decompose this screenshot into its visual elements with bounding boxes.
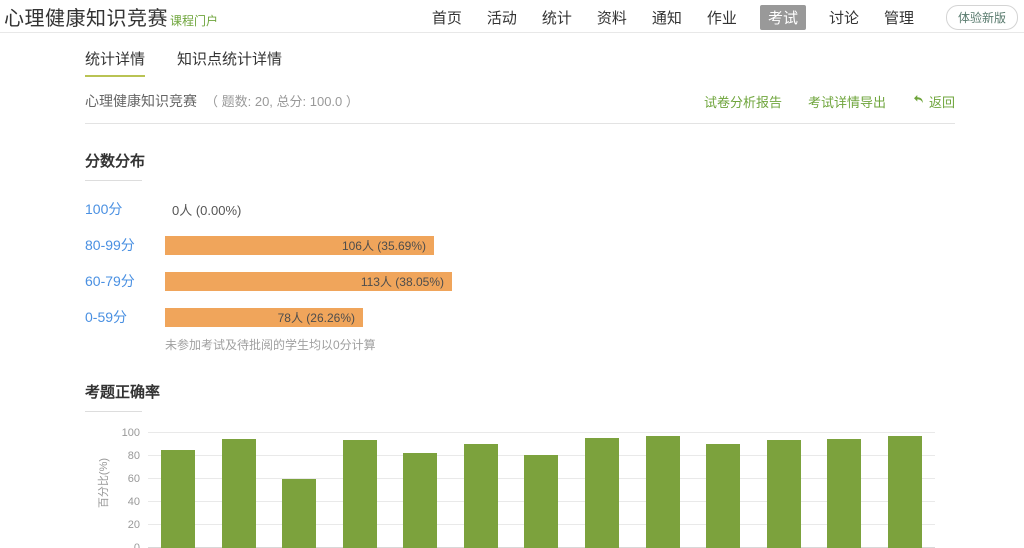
bar-slot: [269, 433, 330, 548]
nav-item-activity[interactable]: 活动: [486, 10, 517, 27]
exam-summary-row: 心理健康知识竞赛 （ 题数: 20, 总分: 100.0 ） 试卷分析报告 考试…: [85, 91, 955, 124]
chart-bar: [161, 450, 196, 548]
bar-slot: [874, 433, 935, 548]
try-new-version-button[interactable]: 体验新版: [945, 5, 1018, 30]
chart-bar: [645, 436, 680, 548]
score-bar: 113人 (38.05%): [165, 271, 452, 291]
nav-item-statistics[interactable]: 统计: [541, 10, 572, 27]
bars-row: [148, 433, 935, 548]
score-row: 80-99分 106人 (35.69%): [85, 227, 1024, 263]
top-header: 心理健康知识竞赛 课程门户 首页 活动 统计 资料 通知 作业 考试 讨论 管理 体验新版: [0, 0, 1024, 33]
chart-bar: [706, 444, 741, 548]
bar-slot: [209, 433, 270, 548]
main-nav: 首页 活动 统计 资料 通知 作业 考试 讨论 管理: [430, 5, 916, 30]
y-tick-label: 60: [127, 473, 140, 485]
score-distribution-heading: 分数分布: [85, 150, 1024, 181]
chart-bar: [282, 479, 317, 548]
score-range-link[interactable]: 80-99分: [85, 237, 135, 253]
gridline: [148, 432, 935, 433]
exam-meta: （ 题数: 20, 总分: 100.0 ）: [205, 94, 359, 109]
nav-item-management[interactable]: 管理: [883, 10, 914, 27]
bar-slot: [148, 433, 209, 548]
paper-analysis-report-link[interactable]: 试卷分析报告: [703, 94, 782, 110]
score-bar-value: 106人 (35.69%): [341, 238, 426, 253]
score-distribution-rows: 100分 0人 (0.00%) 80-99分 106人 (35.69%) 60-79分 1…: [85, 191, 1024, 335]
nav-item-notifications[interactable]: 通知: [651, 10, 682, 27]
nav-item-exam[interactable]: 考试: [759, 5, 806, 30]
return-arrow-icon: [912, 93, 925, 109]
chart-bar: [584, 438, 619, 548]
bar-slot: [511, 433, 572, 548]
bar-slot: [330, 433, 391, 548]
nav-item-discussion[interactable]: 讨论: [828, 10, 859, 27]
tab-knowledge-point-detail[interactable]: 知识点统计详情: [177, 51, 283, 68]
chart-bar: [827, 439, 862, 548]
chart-plot: 0 20 40 60 80 100: [122, 427, 935, 548]
chart-bar: [463, 444, 498, 548]
chart-bar: [342, 440, 377, 548]
bar-slot: [572, 433, 633, 548]
tab-statistics-detail[interactable]: 统计详情: [85, 48, 146, 77]
bar-slot: [693, 433, 754, 548]
score-bar-value: 78人 (26.26%): [277, 310, 355, 325]
score-row: 0-59分 78人 (26.26%): [85, 299, 1024, 335]
bar-slot: [632, 433, 693, 548]
score-bar: 106人 (35.69%): [165, 235, 434, 255]
score-bar: 78人 (26.26%): [165, 307, 363, 327]
bar-slot: [451, 433, 512, 548]
back-link-label: 返回: [928, 94, 955, 110]
exam-detail-export-link[interactable]: 考试详情导出: [807, 94, 886, 110]
bar-slot: [753, 433, 814, 548]
bar-slot: [390, 433, 451, 548]
score-bar-value: 0人 (0.00%): [172, 202, 242, 218]
chart-bar: [766, 440, 801, 548]
chart-bar: [403, 453, 438, 548]
score-note: 未参加考试及待批阅的学生均以0分计算: [165, 338, 376, 352]
nav-item-homework[interactable]: 作业: [706, 10, 737, 27]
score-row: 60-79分 113人 (38.05%): [85, 263, 1024, 299]
score-range-link[interactable]: 100分: [85, 201, 123, 217]
tab-bar: 统计详情 知识点统计详情: [85, 33, 1024, 77]
chart-title: 考题正确率: [85, 381, 1024, 412]
course-portal-link[interactable]: 课程门户: [170, 14, 219, 28]
score-row: 100分 0人 (0.00%): [85, 191, 1024, 227]
score-range-link[interactable]: 60-79分: [85, 273, 135, 289]
nav-item-home[interactable]: 首页: [431, 10, 462, 27]
y-tick-label: 100: [121, 427, 140, 439]
y-tick-label: 40: [127, 496, 140, 508]
chart-bar: [887, 436, 922, 548]
bar-slot: [814, 433, 875, 548]
nav-item-materials[interactable]: 资料: [596, 10, 627, 27]
y-tick-label: 20: [127, 519, 140, 531]
page-title: 心理健康知识竞赛: [4, 8, 168, 30]
score-bar-value: 113人 (38.05%): [360, 274, 444, 289]
chart-bar: [221, 439, 256, 548]
y-tick-label: 0: [133, 542, 140, 548]
back-link[interactable]: 返回: [912, 92, 955, 111]
score-range-link[interactable]: 0-59分: [85, 309, 128, 325]
y-tick-label: 80: [127, 450, 140, 462]
score-distribution-section: 分数分布 100分 0人 (0.00%) 80-99分 106人 (35.69%) 60…: [85, 150, 1024, 353]
exam-name: 心理健康知识竞赛: [85, 93, 197, 109]
chart-bar: [524, 455, 559, 548]
